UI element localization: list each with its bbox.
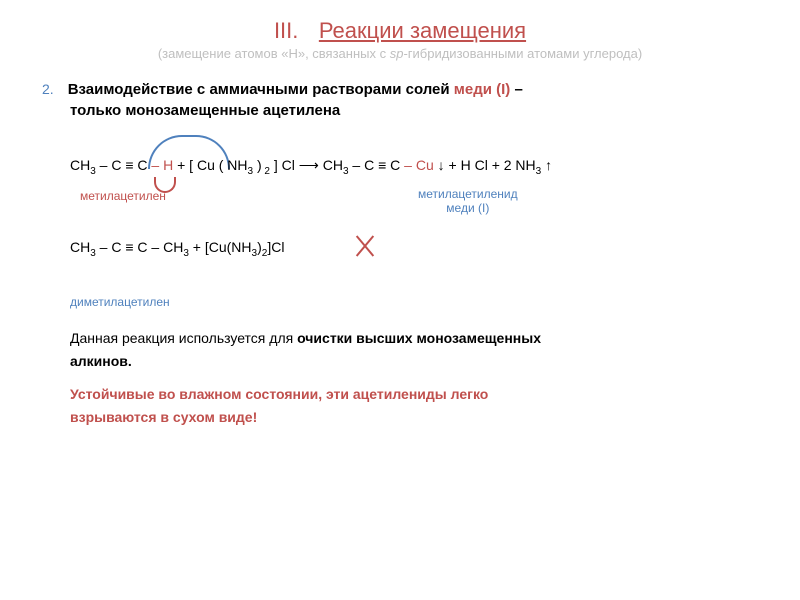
label-metacu-l2: меди (I) <box>446 201 489 215</box>
paragraph-1: Данная реакция используется для очистки … <box>70 327 772 373</box>
eq1-r1: CH <box>323 157 343 173</box>
eq1-arrow: ⟶ <box>295 157 323 173</box>
equation-2-wrap: CH3 – C ≡ C – CH3 + [Cu(NH3)2]Cl <box>70 239 772 291</box>
bullet-post: – <box>510 81 523 98</box>
eq1-cu: – Cu <box>404 157 434 173</box>
para2-b: взрываются в сухом виде! <box>70 409 257 425</box>
bullet-red: меди (I) <box>454 81 511 98</box>
eq1-paren: ) <box>253 157 262 173</box>
eq1-down: ↓ <box>434 157 445 173</box>
eq1-plus2: + H Cl + 2 NH <box>445 157 536 173</box>
label-metacu-l1: метилацетиленид <box>418 187 518 201</box>
bullet-pre: Взаимодействие с аммиачными растворами с… <box>68 81 454 98</box>
equation-1-wrap: CH3 – C ≡ C – H + [ Cu ( NH3 ) 2 ] Cl ⟶ … <box>70 141 772 201</box>
eq2-tail: ]Cl <box>267 239 284 255</box>
subtitle: (замещение атомов «Н», связанных с sp-ги… <box>28 46 772 61</box>
eq1-h: – H <box>151 157 173 173</box>
label-dimethylacetylene: диметилацетилен <box>70 295 772 309</box>
subtitle-italic: sp <box>390 46 404 61</box>
eq2-plus: + [Cu(NH <box>189 239 252 255</box>
equation-1: CH3 – C ≡ C – H + [ Cu ( NH3 ) 2 ] Cl ⟶ … <box>70 157 552 177</box>
bullet-line2: только монозамещенные ацетилена <box>70 102 772 119</box>
eq1-s3: 2 <box>262 166 270 177</box>
para1-c: алкинов. <box>70 353 132 369</box>
equation-2: CH3 – C ≡ C – CH3 + [Cu(NH3)2]Cl <box>70 239 772 259</box>
roman-numeral: III. <box>274 18 298 43</box>
eq1-cl: ] Cl <box>270 157 295 173</box>
eq1-p2: – C ≡ C <box>96 157 152 173</box>
para1-b: очистки высших монозамещенных <box>297 330 541 346</box>
eq2-mid: – C ≡ C – CH <box>96 239 184 255</box>
label-methylacetylene: метилацетилен <box>80 189 166 203</box>
subtitle-post: -гибридизованными атомами углерода) <box>403 46 642 61</box>
eq1-up: ↑ <box>541 157 552 173</box>
eq1-p1: CH <box>70 157 90 173</box>
header-row: III. Реакции замещения <box>28 18 772 44</box>
eq2-p1: CH <box>70 239 90 255</box>
subtitle-pre: (замещение атомов «Н», связанных с <box>158 46 390 61</box>
para2-a: Устойчивые во влажном состоянии, эти аце… <box>70 386 488 402</box>
bullet-text: Взаимодействие с аммиачными растворами с… <box>68 81 523 98</box>
eq1-r2: – C ≡ C <box>349 157 405 173</box>
paragraph-2: Устойчивые во влажном состоянии, эти аце… <box>70 383 772 429</box>
bullet-item: 2. Взаимодействие с аммиачными растворам… <box>42 81 772 98</box>
para1-a: Данная реакция используется для <box>70 330 297 346</box>
cross-icon <box>352 233 378 259</box>
page-title: Реакции замещения <box>319 18 526 43</box>
bullet-number: 2. <box>42 81 54 97</box>
label-meth-cu: метилацетиленид меди (I) <box>418 187 518 216</box>
eq1-plus1: + [ Cu ( NH <box>173 157 247 173</box>
